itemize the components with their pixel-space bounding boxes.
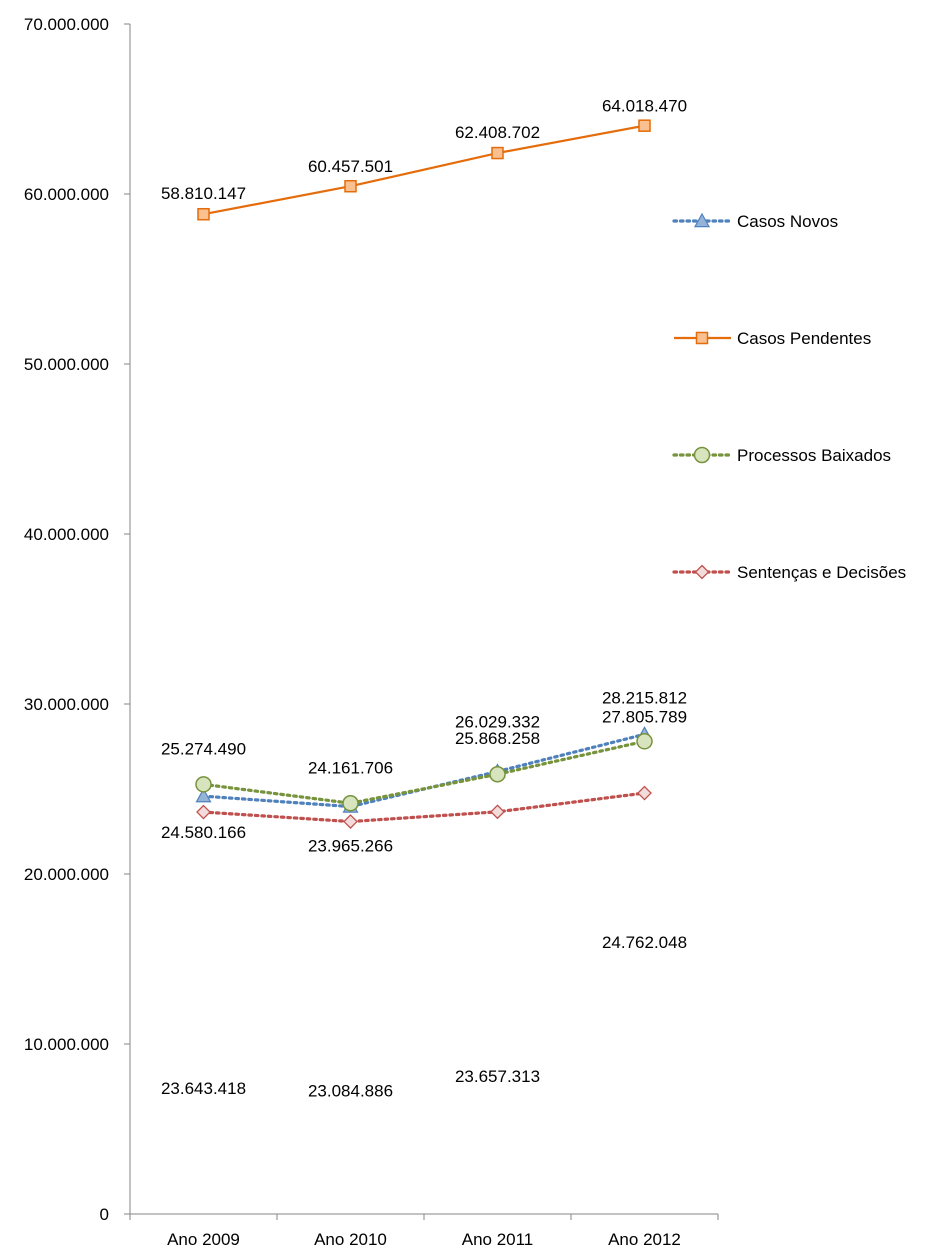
- data-label: 26.029.332: [455, 713, 540, 732]
- legend-label: Casos Novos: [737, 212, 838, 231]
- legend-label: Processos Baixados: [737, 446, 891, 465]
- legend-marker: [693, 212, 711, 228]
- data-point: [197, 207, 210, 221]
- legend-marker: [693, 446, 711, 464]
- legend-item: Casos Pendentes: [674, 329, 871, 348]
- data-label: 24.762.048: [602, 933, 687, 952]
- series-line: [201, 732, 647, 809]
- data-label: 64.018.470: [602, 97, 687, 116]
- data-label: 23.084.886: [308, 1082, 393, 1101]
- data-point: [195, 776, 212, 793]
- series-processos-baixados: [195, 733, 653, 812]
- y-tick-label: 30.000.000: [24, 695, 109, 714]
- data-label: 25.274.490: [161, 739, 246, 758]
- y-tick-label: 40.000.000: [24, 525, 109, 544]
- data-label: 28.215.812: [602, 688, 687, 707]
- series-casos-pendentes: [197, 119, 651, 221]
- data-point: [638, 119, 651, 132]
- x-tick-label: Ano 2012: [608, 1230, 681, 1249]
- x-tick-label: Ano 2011: [462, 1230, 534, 1249]
- data-point: [636, 733, 653, 750]
- data-label: 58.810.147: [161, 184, 246, 203]
- legend-label: Sentenças e Decisões: [737, 563, 906, 582]
- data-label: 24.161.706: [308, 758, 393, 777]
- legend-marker: [695, 331, 709, 345]
- x-tick-label: Ano 2010: [314, 1230, 387, 1249]
- legend: Casos Novos Casos Pendentes Processos Baix…: [672, 212, 906, 582]
- series-casos-novos: [195, 726, 653, 813]
- data-label: 60.457.501: [308, 157, 393, 176]
- series-line: [201, 739, 647, 805]
- data-point: [491, 146, 504, 160]
- y-tick-label: 10.000.000: [24, 1035, 109, 1054]
- y-tick-label: 70.000.000: [24, 15, 109, 34]
- legend-item: Casos Novos: [672, 212, 838, 231]
- data-point: [344, 179, 357, 193]
- data-label: 62.408.702: [455, 123, 540, 142]
- legend-item: Sentenças e Decisões: [672, 563, 906, 582]
- series-layer: [195, 119, 653, 829]
- y-tick-label: 50.000.000: [24, 355, 109, 374]
- data-point: [196, 804, 211, 820]
- data-label: 25.868.258: [455, 729, 540, 748]
- data-point: [490, 804, 505, 820]
- legend-marker: [694, 564, 710, 580]
- data-point: [637, 785, 652, 801]
- legend-item: Processos Baixados: [672, 446, 891, 465]
- data-label: 24.580.166: [161, 823, 246, 842]
- x-tick-label: Ano 2009: [167, 1230, 240, 1249]
- y-tick-label: 60.000.000: [24, 185, 109, 204]
- y-tick-label: 0: [100, 1205, 109, 1224]
- data-label: 23.657.313: [455, 1067, 540, 1086]
- series-line: [201, 791, 647, 824]
- series-line: [203, 124, 645, 216]
- data-label: 27.805.789: [602, 707, 687, 726]
- data-point: [195, 787, 212, 803]
- data-label: 23.643.418: [161, 1079, 246, 1098]
- data-point: [342, 795, 359, 812]
- data-point: [343, 814, 358, 829]
- data-label: 23.965.266: [308, 837, 393, 856]
- legend-label: Casos Pendentes: [737, 329, 871, 348]
- axes: 0 10.000.000 20.000.000 30.000.000 40.000.00…: [24, 15, 719, 1249]
- data-labels: 24.580.166 23.965.266 26.029.332 28.215.812…: [161, 97, 687, 1101]
- data-point: [489, 765, 506, 783]
- series-senten-as-e-decis-es: [196, 785, 652, 829]
- y-tick-label: 20.000.000: [24, 865, 109, 884]
